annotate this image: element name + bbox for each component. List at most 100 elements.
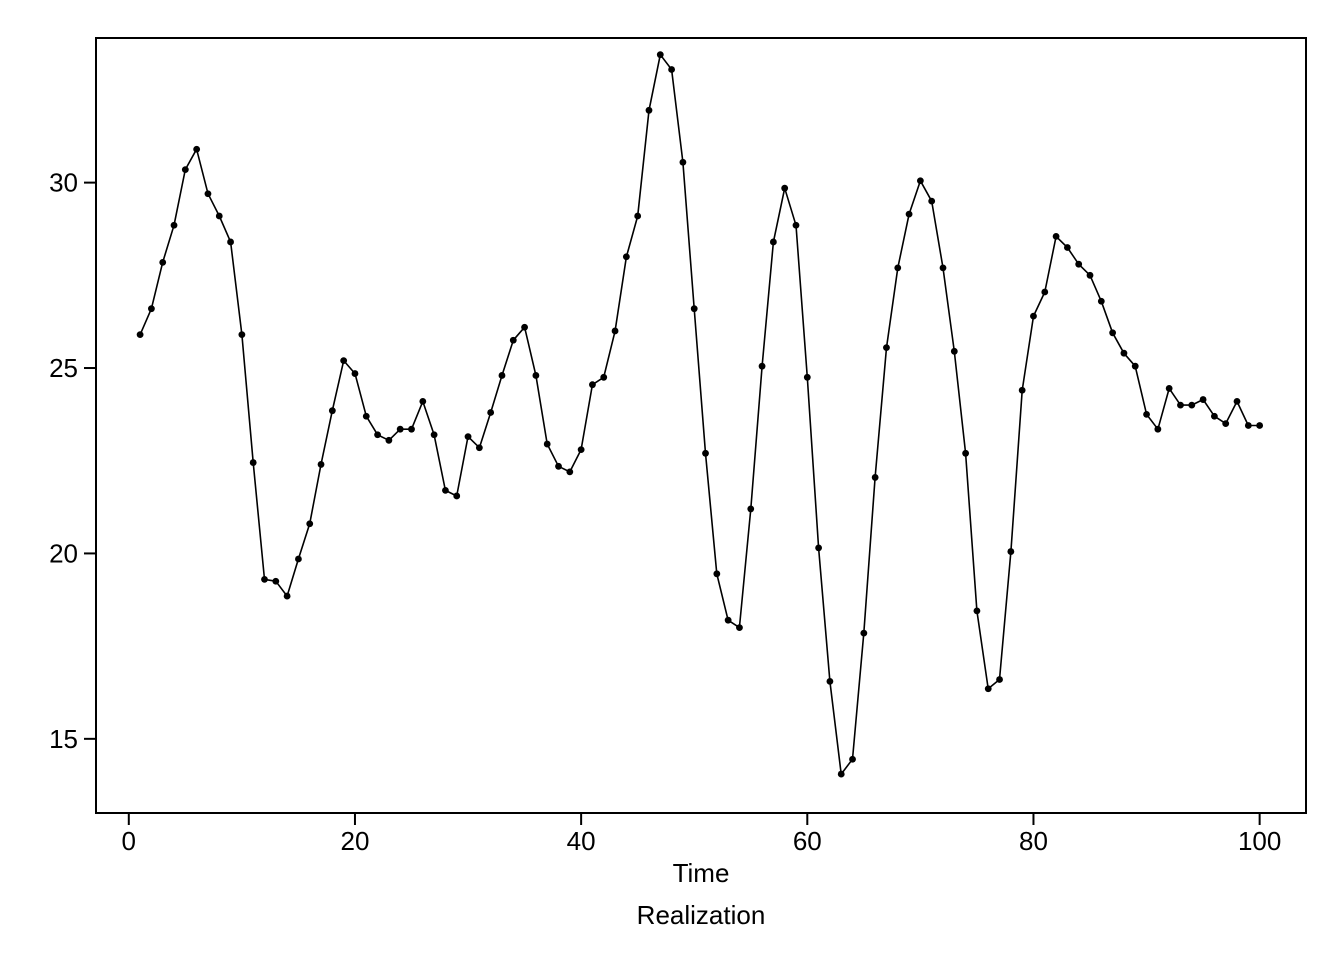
data-point [543, 440, 551, 448]
data-point [589, 381, 596, 389]
data-point [679, 158, 687, 166]
data-point [747, 505, 755, 513]
data-point [340, 357, 348, 365]
data-point [1188, 401, 1196, 409]
data-point [1154, 425, 1162, 433]
data-point [803, 373, 811, 381]
y-tick-label: 15 [49, 724, 78, 754]
data-point [668, 66, 675, 73]
data-point [928, 197, 936, 205]
data-point [1109, 329, 1117, 337]
data-point [883, 344, 890, 352]
data-point [328, 407, 336, 415]
data-point [419, 397, 427, 405]
data-point [430, 431, 438, 439]
data-point [1075, 260, 1083, 268]
data-point [1007, 548, 1015, 555]
data-point [736, 624, 743, 631]
data-point [1199, 396, 1207, 403]
data-point [1030, 312, 1037, 320]
data-point [317, 461, 325, 468]
data-point [1233, 397, 1241, 405]
data-point [962, 449, 970, 457]
data-point [498, 372, 506, 379]
x-tick-label: 60 [793, 826, 822, 856]
data-point [464, 433, 472, 441]
data-point [204, 190, 212, 198]
data-point [634, 212, 642, 220]
data-point [939, 264, 947, 272]
data-point [272, 577, 280, 585]
data-point [1211, 412, 1218, 420]
data-point [1120, 349, 1128, 357]
data-point [950, 347, 958, 355]
data-point [996, 676, 1003, 683]
data-point [442, 486, 449, 494]
data-point [1165, 385, 1173, 392]
data-point [815, 544, 823, 552]
data-point [509, 336, 517, 344]
data-point [622, 253, 630, 261]
data-point [566, 468, 574, 476]
data-point [973, 607, 981, 615]
data-point [781, 184, 789, 192]
data-point [792, 221, 800, 229]
data-point [871, 474, 879, 481]
data-point [306, 520, 314, 528]
data-point [916, 177, 924, 185]
data-point [374, 431, 381, 439]
data-point [1063, 244, 1071, 251]
plot-frame [95, 37, 1307, 814]
y-tick-label: 25 [49, 353, 78, 383]
data-point [351, 370, 359, 377]
data-point [1041, 288, 1049, 296]
data-point [453, 492, 461, 500]
data-point [769, 238, 777, 246]
data-point [577, 446, 585, 454]
data-point [1052, 232, 1060, 240]
data-point [193, 145, 201, 153]
data-point [215, 212, 223, 220]
data-point [690, 305, 698, 313]
data-point [261, 575, 268, 583]
data-point [159, 258, 167, 266]
data-point [385, 436, 393, 444]
data-point [238, 331, 246, 339]
data-point [611, 327, 619, 335]
data-point [826, 677, 834, 685]
chart-subtitle: Realization [637, 900, 766, 930]
y-tick-label: 30 [49, 168, 78, 198]
data-point [724, 616, 732, 624]
data-point [645, 106, 653, 114]
data-point [148, 305, 155, 313]
data-point [1143, 410, 1150, 418]
x-tick-label: 100 [1238, 826, 1281, 856]
data-point [905, 210, 913, 218]
x-axis-title: Time [673, 858, 730, 888]
data-point [1222, 420, 1230, 428]
data-point [984, 685, 992, 693]
data-point [475, 444, 483, 452]
y-tick-label: 20 [49, 538, 78, 568]
y-axis: 15 20 25 30 [49, 168, 96, 754]
x-tick-label: 40 [567, 826, 596, 856]
data-point [702, 449, 709, 457]
data-point [758, 362, 766, 370]
data-point [1097, 297, 1105, 305]
data-point [860, 629, 868, 637]
x-tick-label: 20 [341, 826, 370, 856]
data-point [1086, 271, 1094, 279]
data-point [1018, 386, 1026, 394]
data-point [656, 51, 664, 59]
data-point [555, 462, 562, 470]
data-point [170, 221, 178, 229]
data-point [849, 755, 856, 763]
data-point [600, 373, 608, 381]
data-point [713, 570, 721, 578]
data-point [1256, 422, 1264, 429]
data-point [408, 425, 415, 433]
data-point [362, 412, 370, 420]
data-point [1177, 401, 1184, 409]
x-tick-label: 80 [1019, 826, 1048, 856]
